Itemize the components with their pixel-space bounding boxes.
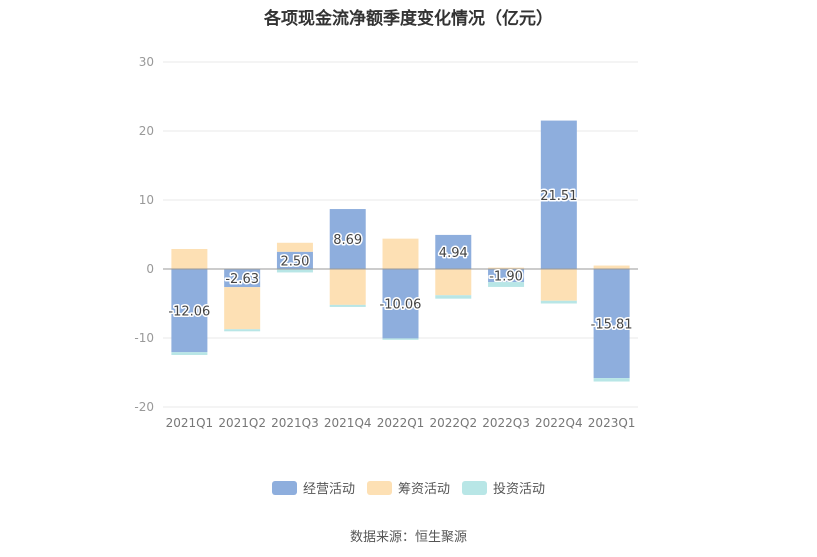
legend-label: 经营活动 [302, 482, 355, 497]
x-tick-label: 2022Q3 [482, 416, 530, 430]
data-label: 21.51 [540, 189, 577, 204]
bar-investing [540, 300, 577, 304]
data-label: 4.94 [439, 246, 468, 261]
data-label: 8.69 [333, 233, 362, 248]
y-tick-label: 10 [139, 193, 154, 207]
bar-financing [276, 242, 313, 252]
legend-swatch [271, 480, 297, 495]
x-tick-label: 2021Q1 [166, 416, 214, 430]
legend-label: 筹资活动 [397, 482, 450, 497]
bar-investing [329, 304, 366, 307]
y-tick-label: 0 [146, 262, 154, 276]
bar-operating [382, 269, 419, 339]
y-tick-label: -10 [134, 331, 154, 345]
bar-operating [488, 269, 525, 283]
bar-financing [329, 269, 366, 305]
legend-label: 投资活动 [493, 482, 546, 497]
bar-operating [276, 251, 313, 269]
x-tick-label: 2023Q1 [588, 416, 636, 430]
x-tick-label: 2021Q3 [271, 416, 319, 430]
data-label: -2.63 [225, 272, 259, 287]
bar-operating [593, 269, 630, 379]
source-note: 数据来源：恒生聚源 [349, 530, 467, 545]
legend-item[interactable]: 经营活动 [271, 478, 355, 497]
bar-financing [171, 248, 208, 269]
chart-title: 各项现金流净额季度变化情况（亿元） [264, 9, 553, 29]
bar-operating [540, 120, 577, 270]
bar-investing [171, 352, 208, 355]
data-label: -1.90 [489, 270, 523, 285]
bar-financing [224, 287, 261, 330]
legend-swatch [462, 480, 487, 495]
legend-swatch [366, 480, 392, 495]
bar-investing [276, 269, 313, 273]
x-tick-label: 2022Q4 [535, 416, 583, 430]
legend: 经营活动 筹资活动 投资活动 [0, 478, 817, 499]
y-tick-label: 30 [139, 55, 154, 69]
bar-operating [329, 209, 366, 269]
bar-operating [171, 269, 208, 353]
bar-investing [224, 329, 261, 332]
data-label: -10.06 [380, 298, 422, 313]
bar-investing [488, 282, 525, 287]
data-label: 2.50 [280, 254, 309, 269]
bar-operating [224, 269, 261, 288]
y-tick-label: -20 [134, 400, 154, 414]
y-tick-label: 20 [139, 124, 154, 138]
data-label: -15.81 [591, 318, 633, 333]
bar-financing [382, 238, 419, 269]
bar-financing [488, 267, 525, 269]
x-tick-label: 2021Q2 [218, 416, 266, 430]
bar-financing [540, 269, 577, 301]
bar-investing [593, 378, 630, 382]
legend-item[interactable]: 投资活动 [462, 478, 545, 497]
bar-operating [435, 234, 472, 269]
bar-investing [382, 338, 419, 340]
bar-financing [435, 269, 472, 296]
bar-investing [435, 295, 472, 299]
x-tick-label: 2022Q2 [429, 416, 477, 430]
legend-item[interactable]: 筹资活动 [366, 478, 450, 497]
bar-financing [593, 265, 630, 269]
data-label: -12.06 [168, 305, 210, 320]
x-tick-label: 2021Q4 [324, 416, 372, 430]
x-tick-label: 2022Q1 [377, 416, 425, 430]
